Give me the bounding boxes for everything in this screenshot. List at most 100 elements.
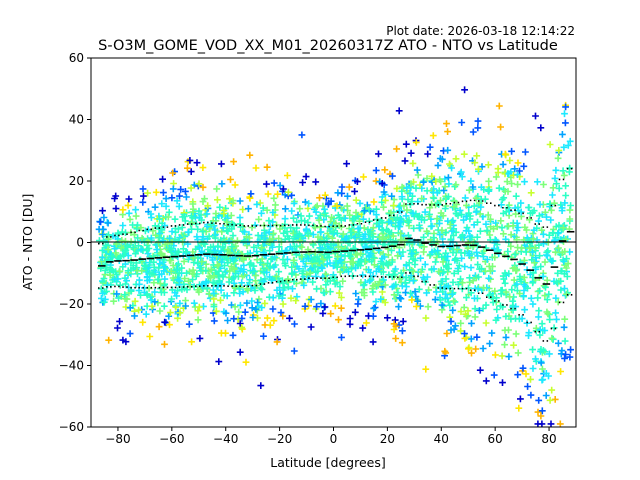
- data-point: [422, 314, 430, 322]
- data-point: [161, 318, 169, 326]
- data-point: [104, 246, 112, 253]
- data-point: [548, 257, 556, 265]
- data-point: [354, 225, 362, 233]
- data-point: [514, 349, 522, 357]
- data-point: [387, 209, 395, 217]
- data-point: [124, 242, 132, 249]
- data-point: [385, 251, 392, 259]
- data-point: [485, 161, 492, 169]
- data-point: [360, 208, 367, 216]
- data-point: [474, 117, 482, 125]
- data-point: [225, 278, 233, 286]
- data-point: [217, 296, 224, 304]
- data-point: [555, 244, 562, 252]
- data-point: [338, 183, 346, 191]
- data-point: [505, 222, 512, 230]
- data-point: [227, 176, 234, 183]
- data-point: [455, 262, 463, 269]
- data-point: [101, 267, 109, 274]
- data-point: [535, 313, 542, 321]
- data-point: [466, 274, 473, 282]
- data-point: [530, 207, 538, 215]
- data-point: [492, 219, 500, 227]
- data-point: [428, 222, 436, 230]
- data-point: [547, 420, 555, 428]
- data-point: [560, 172, 568, 179]
- data-point: [380, 188, 388, 196]
- data-point: [149, 227, 157, 235]
- data-point: [319, 310, 327, 317]
- data-point: [466, 252, 473, 259]
- data-point: [449, 306, 457, 314]
- data-point: [176, 309, 184, 317]
- data-point: [142, 310, 150, 318]
- data-point: [265, 217, 273, 225]
- data-point: [520, 292, 527, 300]
- data-point: [532, 254, 539, 262]
- data-point: [263, 163, 271, 171]
- data-point: [117, 244, 125, 251]
- data-point: [481, 267, 489, 275]
- data-point: [101, 296, 109, 303]
- data-point: [414, 297, 422, 305]
- data-point: [321, 191, 329, 199]
- data-point: [378, 198, 386, 206]
- data-point: [490, 371, 498, 379]
- data-point: [132, 206, 139, 214]
- data-point: [459, 231, 466, 239]
- data-point: [395, 107, 403, 115]
- data-point: [534, 420, 542, 428]
- data-point: [493, 294, 500, 302]
- data-point: [497, 290, 505, 298]
- data-point: [562, 351, 569, 358]
- data-point: [529, 248, 536, 256]
- data-point: [430, 234, 437, 242]
- data-point: [285, 188, 292, 196]
- data-point: [212, 307, 220, 315]
- data-point: [508, 286, 516, 294]
- data-point: [317, 228, 325, 236]
- data-point: [183, 269, 190, 277]
- data-point: [266, 321, 274, 329]
- data-point: [470, 202, 478, 210]
- data-point: [379, 235, 386, 243]
- data-point: [510, 276, 518, 284]
- data-point: [447, 326, 455, 334]
- data-point: [260, 268, 267, 275]
- data-point: [476, 210, 484, 218]
- data-point: [190, 299, 198, 307]
- data-point: [199, 164, 207, 171]
- data-point: [155, 323, 163, 331]
- data-point: [529, 365, 537, 372]
- data-point: [523, 226, 530, 234]
- data-point: [247, 190, 255, 198]
- data-point: [388, 247, 395, 254]
- data-point: [445, 174, 452, 181]
- data-point: [455, 281, 462, 288]
- data-point: [242, 358, 250, 366]
- data-point: [158, 289, 165, 296]
- data-point: [390, 202, 398, 209]
- data-point: [536, 252, 543, 260]
- data-point: [395, 303, 402, 311]
- data-point: [502, 334, 510, 341]
- data-point: [183, 193, 190, 201]
- data-point: [114, 324, 121, 332]
- data-point: [517, 208, 525, 216]
- x-tick-label: 0: [330, 432, 338, 446]
- data-point: [196, 244, 203, 252]
- data-point: [517, 199, 525, 207]
- data-point: [279, 256, 287, 263]
- data-point: [288, 191, 295, 199]
- data-point: [98, 258, 105, 265]
- data-point: [517, 277, 525, 285]
- data-point: [429, 189, 437, 196]
- data-point: [466, 232, 474, 240]
- data-point: [351, 308, 359, 316]
- data-point: [390, 320, 398, 328]
- data-point: [424, 303, 432, 311]
- y-tick-label: −60: [59, 420, 84, 434]
- data-point: [395, 321, 403, 329]
- data-point: [401, 157, 409, 165]
- data-point: [203, 210, 211, 218]
